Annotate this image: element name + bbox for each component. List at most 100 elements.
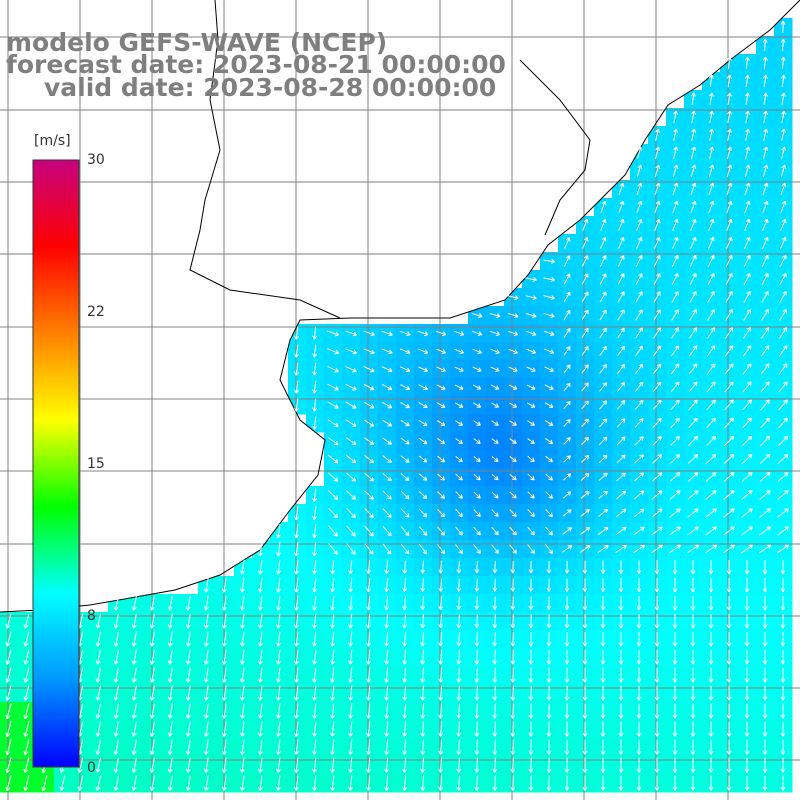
- wind-arrow: [654, 596, 660, 611]
- wind-arrow: [402, 613, 408, 629]
- wind-arrow: [762, 74, 768, 88]
- wind-arrow: [654, 775, 660, 791]
- wind-arrow: [762, 613, 768, 629]
- wind-arrow: [546, 667, 552, 683]
- wind-arrow: [473, 438, 481, 444]
- wind-arrow: [780, 613, 786, 629]
- wind-arrow: [510, 667, 516, 683]
- wind-arrow: [618, 685, 624, 701]
- wind-arrow: [671, 273, 679, 285]
- wind-arrow: [617, 291, 625, 303]
- wind-arrow: [346, 525, 356, 537]
- wind-arrow: [690, 631, 696, 647]
- wind-arrow: [492, 614, 498, 629]
- wind-arrow: [651, 544, 663, 554]
- wind-arrow: [435, 330, 447, 337]
- wind-arrow: [598, 508, 609, 518]
- wind-arrow: [726, 739, 732, 755]
- wind-arrow: [726, 721, 732, 737]
- wind-arrow: [763, 110, 769, 124]
- wind-arrow: [528, 667, 534, 683]
- wind-arrow: [726, 182, 733, 196]
- wind-arrow: [636, 596, 642, 611]
- wind-arrow: [527, 473, 535, 481]
- wind-arrow: [312, 775, 317, 791]
- wind-arrow: [723, 435, 735, 447]
- wind-arrow: [744, 613, 750, 629]
- wind-arrow: [600, 578, 606, 592]
- wind-arrow: [418, 384, 428, 391]
- wind-arrow: [95, 775, 102, 791]
- wind-arrow: [600, 614, 606, 629]
- wind-arrow: [762, 200, 769, 214]
- wind-arrow: [456, 739, 462, 755]
- wind-arrow: [528, 757, 534, 773]
- wind-arrow: [597, 526, 609, 535]
- wind-arrow: [455, 420, 464, 426]
- wind-arrow: [705, 544, 718, 554]
- wind-arrow: [760, 381, 770, 393]
- wind-arrow: [400, 419, 410, 427]
- wind-arrow: [600, 631, 606, 647]
- wind-arrow: [671, 291, 679, 303]
- wind-arrow: [294, 524, 299, 539]
- wind-arrow: [402, 703, 408, 719]
- wind-arrow: [474, 685, 480, 701]
- wind-arrow: [600, 685, 606, 701]
- wind-arrow: [634, 454, 644, 464]
- wind-arrow: [725, 327, 734, 339]
- wind-arrow: [294, 344, 300, 358]
- wind-arrow: [724, 381, 734, 393]
- wind-arrow: [762, 667, 768, 683]
- wind-arrow: [490, 366, 500, 372]
- wind-arrow: [473, 509, 481, 517]
- wind-arrow: [327, 383, 339, 391]
- wind-arrow: [689, 236, 697, 249]
- wind-arrow: [348, 721, 354, 737]
- wind-arrow: [438, 560, 444, 574]
- wind-arrow: [474, 721, 480, 737]
- wind-arrow: [546, 739, 552, 755]
- wind-arrow: [778, 363, 788, 375]
- wind-arrow: [708, 74, 714, 88]
- wind-arrow: [616, 418, 626, 428]
- wind-arrow: [688, 345, 698, 357]
- wind-arrow: [528, 578, 534, 592]
- wind-arrow: [762, 703, 768, 719]
- wind-arrow: [312, 398, 318, 412]
- wind-arrow: [708, 560, 714, 575]
- wind-arrow: [689, 309, 697, 321]
- wind-arrow: [779, 254, 787, 267]
- wind-arrow: [348, 631, 354, 647]
- wind-arrow: [381, 366, 393, 373]
- wind-arrow: [706, 417, 716, 429]
- wind-arrow: [239, 775, 245, 791]
- wind-arrow: [382, 419, 393, 427]
- wind-arrow: [438, 667, 444, 683]
- wind-arrow: [762, 56, 768, 70]
- wind-arrow: [781, 92, 786, 106]
- wind-arrow: [402, 739, 408, 755]
- wind-arrow: [221, 667, 227, 683]
- wind-arrow: [275, 577, 281, 593]
- wind-arrow: [762, 685, 768, 701]
- wind-arrow: [455, 526, 463, 536]
- wind-arrow: [381, 348, 393, 355]
- wind-arrow: [348, 649, 354, 665]
- wind-arrow: [257, 775, 263, 791]
- wind-arrow: [293, 703, 299, 719]
- wind-arrow: [744, 649, 750, 665]
- wind-arrow: [382, 401, 393, 409]
- wind-arrow: [759, 490, 771, 500]
- wind-arrow: [654, 667, 660, 683]
- wind-arrow: [580, 473, 590, 481]
- wind-arrow: [418, 508, 428, 518]
- wind-arrow: [582, 721, 588, 737]
- land-mask: [0, 0, 800, 612]
- wind-arrow: [563, 419, 571, 427]
- wind-arrow: [781, 110, 787, 124]
- wind-arrow: [744, 74, 750, 88]
- wind-arrow: [564, 721, 570, 737]
- colorbar-tick-label: 0: [87, 760, 96, 776]
